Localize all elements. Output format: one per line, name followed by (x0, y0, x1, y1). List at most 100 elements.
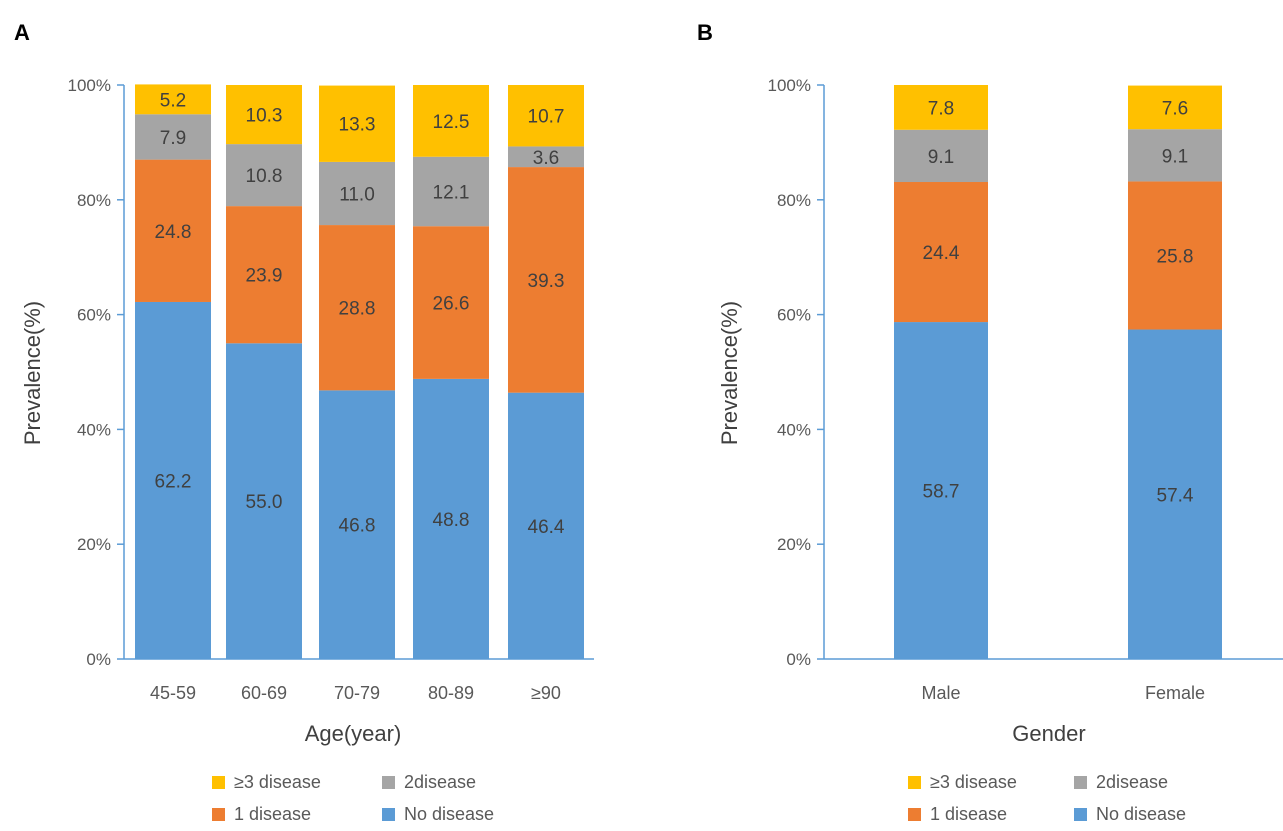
data-label: 62.2 (155, 471, 192, 492)
x-tick-label: 80-89 (428, 683, 474, 703)
x-tick-label: Male (921, 683, 960, 703)
data-label: 7.9 (160, 128, 186, 149)
bar-segment (319, 85, 395, 162)
bar-segment (319, 225, 395, 391)
data-label: 23.9 (246, 266, 283, 287)
data-label: 12.1 (433, 182, 470, 203)
y-tick-label: 60% (777, 306, 811, 325)
y-tick-label: 60% (77, 306, 111, 325)
data-label: 7.8 (928, 98, 954, 119)
panel-label: A (14, 20, 30, 45)
x-tick-label: 70-79 (334, 683, 380, 703)
x-axis-title: Gender (1012, 721, 1085, 746)
data-label: 3.6 (533, 148, 559, 169)
legend-swatch (908, 808, 921, 821)
bar-segment (1128, 181, 1222, 330)
data-label: 12.5 (433, 112, 470, 133)
bar-segment (508, 85, 584, 147)
legend-label: 2disease (404, 772, 476, 792)
legend-swatch (212, 776, 225, 789)
bar-segment (894, 129, 988, 183)
data-label: 10.7 (528, 107, 565, 128)
legend-label: 1 disease (234, 804, 311, 824)
y-tick-label: 0% (786, 650, 811, 669)
x-tick-label: Female (1145, 683, 1205, 703)
legend-label: ≥3 disease (930, 772, 1017, 792)
y-tick-label: 100% (68, 76, 111, 95)
x-tick-label: ≥90 (531, 683, 561, 703)
data-label: 7.6 (1162, 98, 1188, 119)
bar-segment (894, 85, 988, 130)
x-axis-title: Age(year) (305, 721, 402, 746)
data-label: 39.3 (528, 271, 565, 292)
legend-swatch (382, 808, 395, 821)
data-label: 9.1 (1162, 146, 1188, 167)
data-label: 10.8 (246, 166, 283, 187)
legend-label: 1 disease (930, 804, 1007, 824)
legend-swatch (1074, 808, 1087, 821)
y-tick-label: 80% (77, 191, 111, 210)
data-label: 28.8 (339, 299, 376, 320)
bar-segment (135, 114, 211, 160)
bar-segment (1128, 85, 1222, 130)
bar-segment (894, 182, 988, 323)
bar-segment (226, 85, 302, 145)
y-tick-label: 40% (777, 420, 811, 439)
data-label: 5.2 (160, 90, 186, 111)
data-label: 48.8 (433, 510, 470, 531)
data-label: 57.4 (1157, 485, 1194, 506)
bar-segment (413, 156, 489, 227)
legend-swatch (382, 776, 395, 789)
legend-swatch (212, 808, 225, 821)
data-label: 24.8 (155, 222, 192, 243)
data-label: 11.0 (339, 184, 375, 205)
bar-segment (1128, 329, 1222, 659)
panel-b: B 58.7 24.4 9.1 7.8 57.4 25.8 9.1 7.6 0% 20% 40% 60%… (697, 20, 1283, 824)
panel-a: A 62.2 24.8 7.9 5.2 55.0 23.9 10.8 10.3 46.8 28.8 1… (14, 20, 594, 824)
data-label: 13.3 (339, 115, 376, 136)
data-label: 58.7 (923, 482, 960, 503)
bar-segment (413, 226, 489, 379)
data-label: 9.1 (928, 147, 954, 168)
legend-swatch (1074, 776, 1087, 789)
bar-segment (135, 159, 211, 302)
legend-swatch (908, 776, 921, 789)
bar-segment (135, 84, 211, 115)
y-tick-label: 80% (777, 191, 811, 210)
bar-segment (508, 392, 584, 659)
data-label: 46.4 (528, 517, 565, 538)
bar-segment (226, 144, 302, 207)
bar-segment (135, 301, 211, 659)
legend-label: ≥3 disease (234, 772, 321, 792)
data-label: 10.3 (246, 106, 283, 127)
y-tick-label: 100% (768, 76, 811, 95)
legend-label: No disease (1096, 804, 1186, 824)
legend-label: No disease (404, 804, 494, 824)
bar-segment (508, 146, 584, 168)
data-label: 46.8 (339, 516, 376, 537)
y-tick-label: 20% (77, 535, 111, 554)
y-tick-label: 0% (86, 650, 111, 669)
x-tick-label: 60-69 (241, 683, 287, 703)
bar-segment (413, 378, 489, 659)
y-tick-label: 20% (777, 535, 811, 554)
bar-segment (508, 167, 584, 393)
y-axis-title: Prevalence(%) (20, 301, 45, 445)
bar-segment (226, 343, 302, 659)
bar-segment (894, 322, 988, 659)
panel-label: B (697, 20, 713, 45)
bar-segment (226, 206, 302, 344)
legend-label: 2disease (1096, 772, 1168, 792)
x-tick-label: 45-59 (150, 683, 196, 703)
data-label: 25.8 (1157, 246, 1194, 267)
y-tick-label: 40% (77, 420, 111, 439)
bar-segment (1128, 129, 1222, 182)
bar-segment (413, 85, 489, 157)
bar-segment (319, 390, 395, 659)
data-label: 26.6 (433, 294, 470, 315)
bar-segment (319, 161, 395, 226)
data-label: 24.4 (923, 243, 960, 264)
data-label: 55.0 (246, 492, 283, 513)
y-axis-title: Prevalence(%) (717, 301, 742, 445)
